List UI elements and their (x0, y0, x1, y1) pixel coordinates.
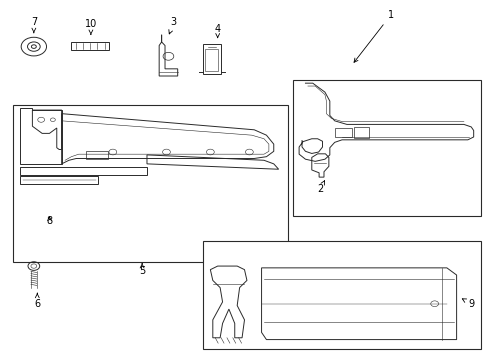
Text: 7: 7 (31, 17, 37, 33)
Bar (205, 49, 218, 71)
Text: 3: 3 (168, 17, 177, 34)
Bar (293, 80, 480, 216)
Text: 8: 8 (46, 216, 52, 226)
Text: 4: 4 (214, 24, 220, 37)
Text: 10: 10 (84, 19, 97, 35)
Text: 5: 5 (139, 264, 145, 276)
Bar (71, 42, 109, 50)
Bar (13, 105, 288, 262)
Bar (203, 241, 480, 348)
Text: 6: 6 (34, 293, 40, 309)
Text: 2: 2 (316, 181, 324, 194)
Text: 9: 9 (461, 299, 473, 309)
Text: 1: 1 (353, 10, 393, 62)
